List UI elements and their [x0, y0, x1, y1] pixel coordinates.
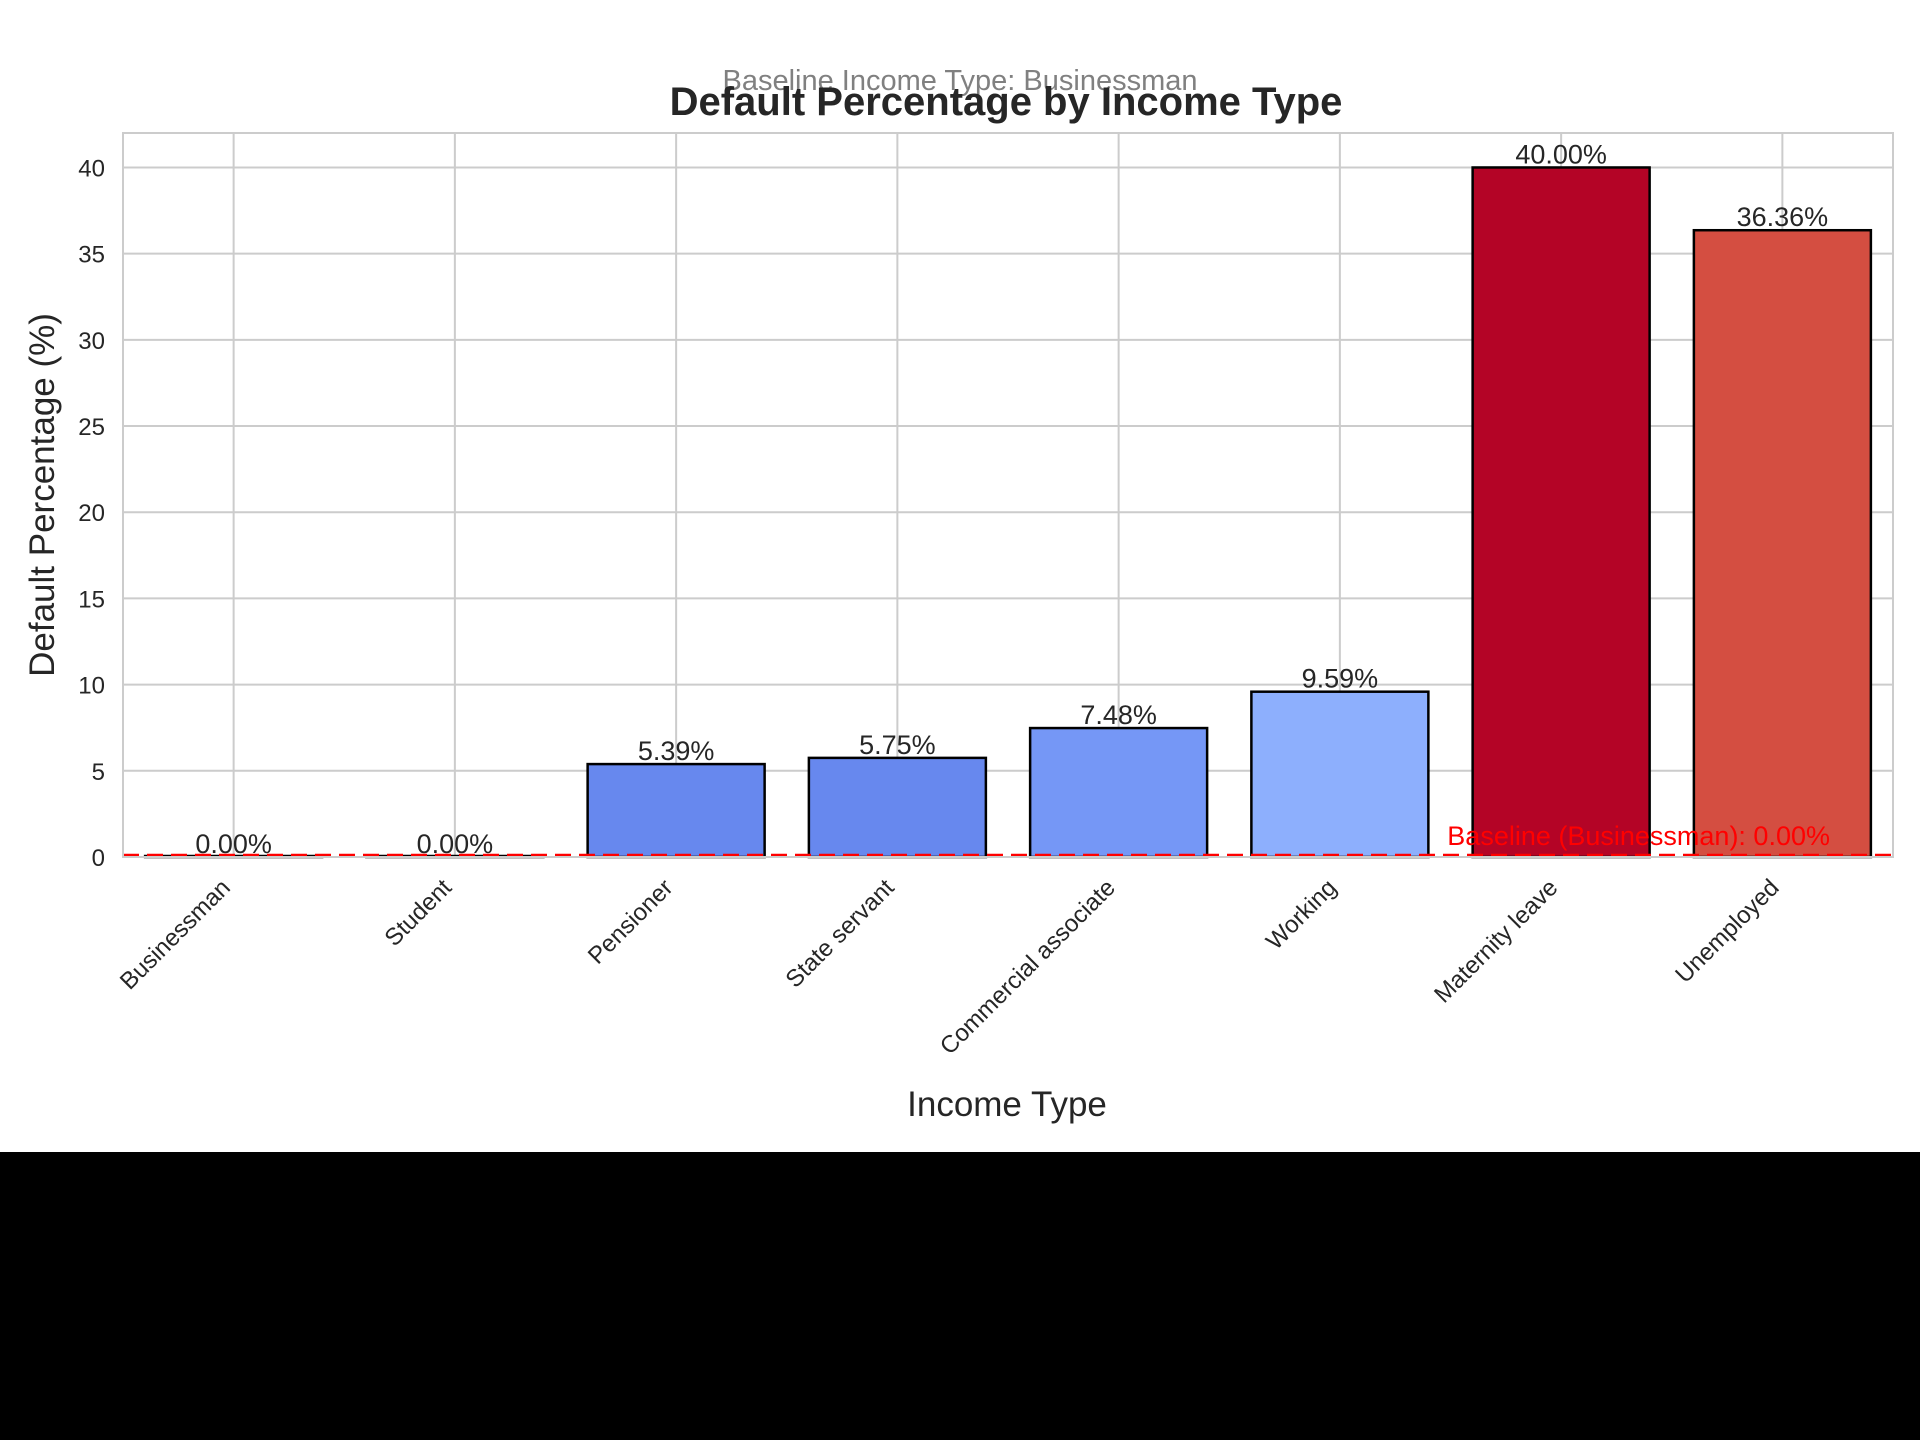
y-tick-label: 20: [78, 500, 105, 527]
value-labels: 0.00% 0.00% 5.39% 5.75% 7.48% 9.59% 40.00% 36.3…: [195, 139, 1828, 859]
bar: [586, 762, 766, 859]
x-tick-label: Businessman: [115, 874, 236, 995]
y-tick-labels: 0 5 10 15 20 25 30 35 40: [78, 155, 105, 872]
x-tick-label: Student: [380, 874, 458, 952]
x-tick-labels: Businessman Student Pensioner State servant…: [115, 874, 1785, 1060]
baseline-label: Baseline (Businessman): 0.00%: [1447, 821, 1830, 851]
value-label: 0.00%: [417, 829, 494, 859]
value-label: 5.75%: [859, 730, 936, 760]
chart-subtitle: Baseline Income Type: Businessman: [722, 65, 1197, 97]
bar: [1028, 726, 1209, 859]
bar: [1250, 690, 1430, 859]
y-axis-label: Default Percentage (%): [23, 313, 62, 677]
x-tick-label: Maternity leave: [1429, 874, 1563, 1008]
value-label: 0.00%: [195, 829, 272, 859]
value-label: 5.39%: [638, 736, 715, 766]
x-tick-label: Pensioner: [583, 874, 679, 970]
y-tick-label: 35: [78, 242, 105, 269]
y-tick-label: 25: [78, 414, 105, 441]
y-tick-label: 10: [78, 673, 105, 700]
x-axis-label: Income Type: [907, 1085, 1107, 1124]
value-label: 40.00%: [1515, 139, 1607, 169]
chart-figure: Baseline (Businessman): 0.00% 0.00% 0.00%…: [0, 0, 1920, 1152]
x-tick-label: Working: [1261, 874, 1342, 955]
chart-title: Default Percentage by Income Type: [670, 80, 1343, 124]
x-tick-label: Unemployed: [1670, 874, 1784, 988]
x-tick-label: Commercial associate: [935, 874, 1121, 1060]
y-tick-label: 5: [92, 759, 105, 786]
value-label: 7.48%: [1080, 700, 1157, 730]
value-label: 36.36%: [1737, 202, 1829, 232]
value-label: 9.59%: [1302, 664, 1379, 694]
bar-chart: Baseline (Businessman): 0.00% 0.00% 0.00%…: [23, 65, 1894, 1124]
plot-frame: [122, 132, 1894, 858]
bars: [143, 166, 1873, 859]
y-tick-label: 0: [92, 845, 105, 872]
baseline-group: Baseline (Businessman): 0.00%: [123, 821, 1893, 857]
x-tick-label: State servant: [781, 874, 900, 993]
bar: [1692, 228, 1873, 859]
y-tick-label: 15: [78, 586, 105, 613]
empty-black-region: [0, 1152, 1920, 1440]
bar: [1471, 166, 1651, 859]
bar: [807, 756, 988, 859]
y-tick-label: 30: [78, 328, 105, 355]
y-tick-label: 40: [78, 155, 105, 182]
